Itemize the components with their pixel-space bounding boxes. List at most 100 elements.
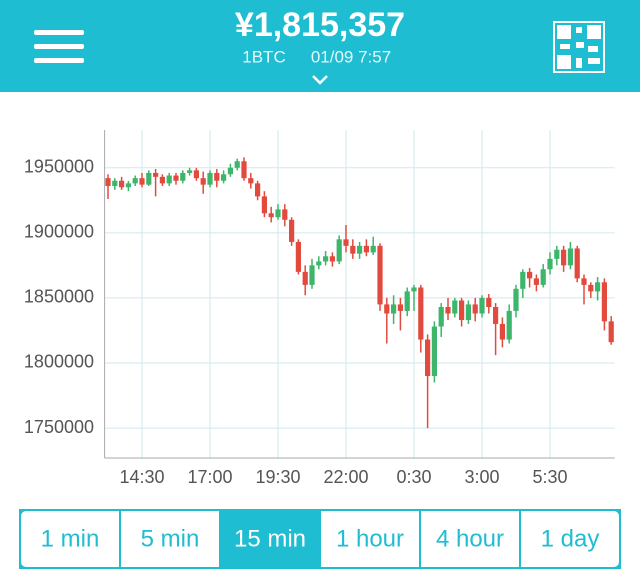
candle-body: [248, 178, 254, 184]
candle-body: [187, 170, 193, 173]
candle-body: [173, 175, 179, 181]
unit: 1BTC: [242, 47, 285, 66]
candle-body: [397, 304, 403, 311]
candle-body: [302, 271, 308, 285]
candle-body: [261, 196, 267, 214]
candle-body: [608, 321, 614, 343]
x-tick-label: 19:30: [255, 467, 300, 487]
header-bar: [0, 0, 640, 92]
candle-body: [180, 172, 186, 181]
candle-body: [329, 256, 335, 262]
candle-body: [513, 288, 519, 311]
price: ¥1,815,357: [235, 6, 405, 44]
candle-body: [391, 304, 397, 314]
candle-body: [506, 310, 512, 340]
candle-body: [357, 245, 363, 254]
candle-body: [581, 278, 587, 285]
x-tick-label: 3:00: [464, 467, 499, 487]
candle-body: [499, 323, 505, 340]
candle-body: [282, 209, 288, 220]
y-tick-label: 1850000: [24, 287, 94, 307]
candle-body: [112, 180, 118, 186]
candle-body: [132, 178, 138, 184]
candle-body: [323, 256, 329, 262]
candle-body: [343, 239, 349, 246]
interval-tab-label[interactable]: 4 hour: [436, 525, 504, 552]
candle-body: [425, 339, 431, 376]
interval-tab-label[interactable]: 1 day: [541, 525, 600, 552]
candle-body: [350, 245, 356, 254]
candle-body: [105, 178, 111, 186]
candle-body: [527, 271, 533, 279]
candle-body: [554, 249, 560, 259]
candle-body: [438, 307, 444, 327]
expand-chevron[interactable]: [312, 75, 328, 85]
candle-body: [384, 304, 390, 314]
candle-body: [465, 304, 471, 321]
chart: 1750000 1800000 1850000 1900000 1950000 14:30…: [24, 130, 615, 487]
candle-body: [363, 245, 369, 253]
candle-body: [601, 282, 607, 322]
menu-button[interactable]: [34, 30, 84, 63]
candle-body: [404, 291, 410, 311]
candle-body: [479, 297, 485, 314]
candle-body: [445, 307, 451, 314]
candle-body: [452, 300, 458, 314]
candle-body: [493, 307, 499, 324]
x-tick-label: 0:30: [396, 467, 431, 487]
candle-body: [193, 170, 199, 179]
candle-body: [309, 265, 315, 285]
interval-tab-label[interactable]: 15 min: [234, 525, 306, 552]
candle-body: [275, 209, 281, 218]
x-tick-label: 14:30: [119, 467, 164, 487]
candle-body: [207, 172, 213, 185]
qr-button[interactable]: [553, 21, 605, 73]
candle-body: [227, 167, 233, 175]
x-tick-label: 22:00: [323, 467, 368, 487]
candle-body: [241, 161, 247, 179]
interval-tab-label[interactable]: 5 min: [141, 525, 200, 552]
candle-body: [567, 248, 573, 266]
candle-body: [574, 248, 580, 279]
candle-body: [431, 326, 437, 376]
y-tick-label: 1800000: [24, 352, 94, 372]
candle-body: [547, 258, 553, 270]
candle-body: [221, 174, 227, 181]
candle-body: [588, 284, 594, 292]
candle-body: [316, 261, 322, 266]
interval-tab-label[interactable]: 1 min: [41, 525, 100, 552]
candle-body: [153, 172, 159, 177]
candle-body: [533, 278, 539, 285]
timestamp: 01/09 7:57: [311, 47, 391, 66]
candle-body: [139, 178, 145, 185]
candle-body: [595, 282, 601, 292]
interval-tabs: 1 min 5 min 15 min 1 hour 4 hour 1 day: [19, 509, 621, 569]
candle-body: [540, 269, 546, 285]
candle-body: [234, 161, 240, 168]
candle-body: [377, 245, 383, 305]
candle-body: [459, 300, 465, 321]
candle-body: [214, 172, 220, 181]
candle-body: [166, 175, 172, 184]
candle-body: [159, 176, 165, 184]
candle-body: [370, 245, 376, 253]
candle-body: [561, 249, 567, 266]
candle-body: [418, 287, 424, 340]
candle-body: [295, 241, 301, 272]
interval-tab-label[interactable]: 1 hour: [336, 525, 404, 552]
candle-body: [411, 287, 417, 292]
candle-body: [336, 239, 342, 262]
candle-body: [146, 172, 152, 185]
candle-body: [289, 219, 295, 242]
x-tick-label: 17:00: [187, 467, 232, 487]
candle-body: [472, 304, 478, 314]
candle-body: [119, 180, 125, 188]
y-tick-label: 1750000: [24, 417, 94, 437]
x-tick-label: 5:30: [532, 467, 567, 487]
interval-tabs-border: [19, 509, 621, 569]
candle-body: [486, 297, 492, 308]
candle-body: [520, 271, 526, 289]
interval-tab[interactable]: [319, 509, 421, 569]
